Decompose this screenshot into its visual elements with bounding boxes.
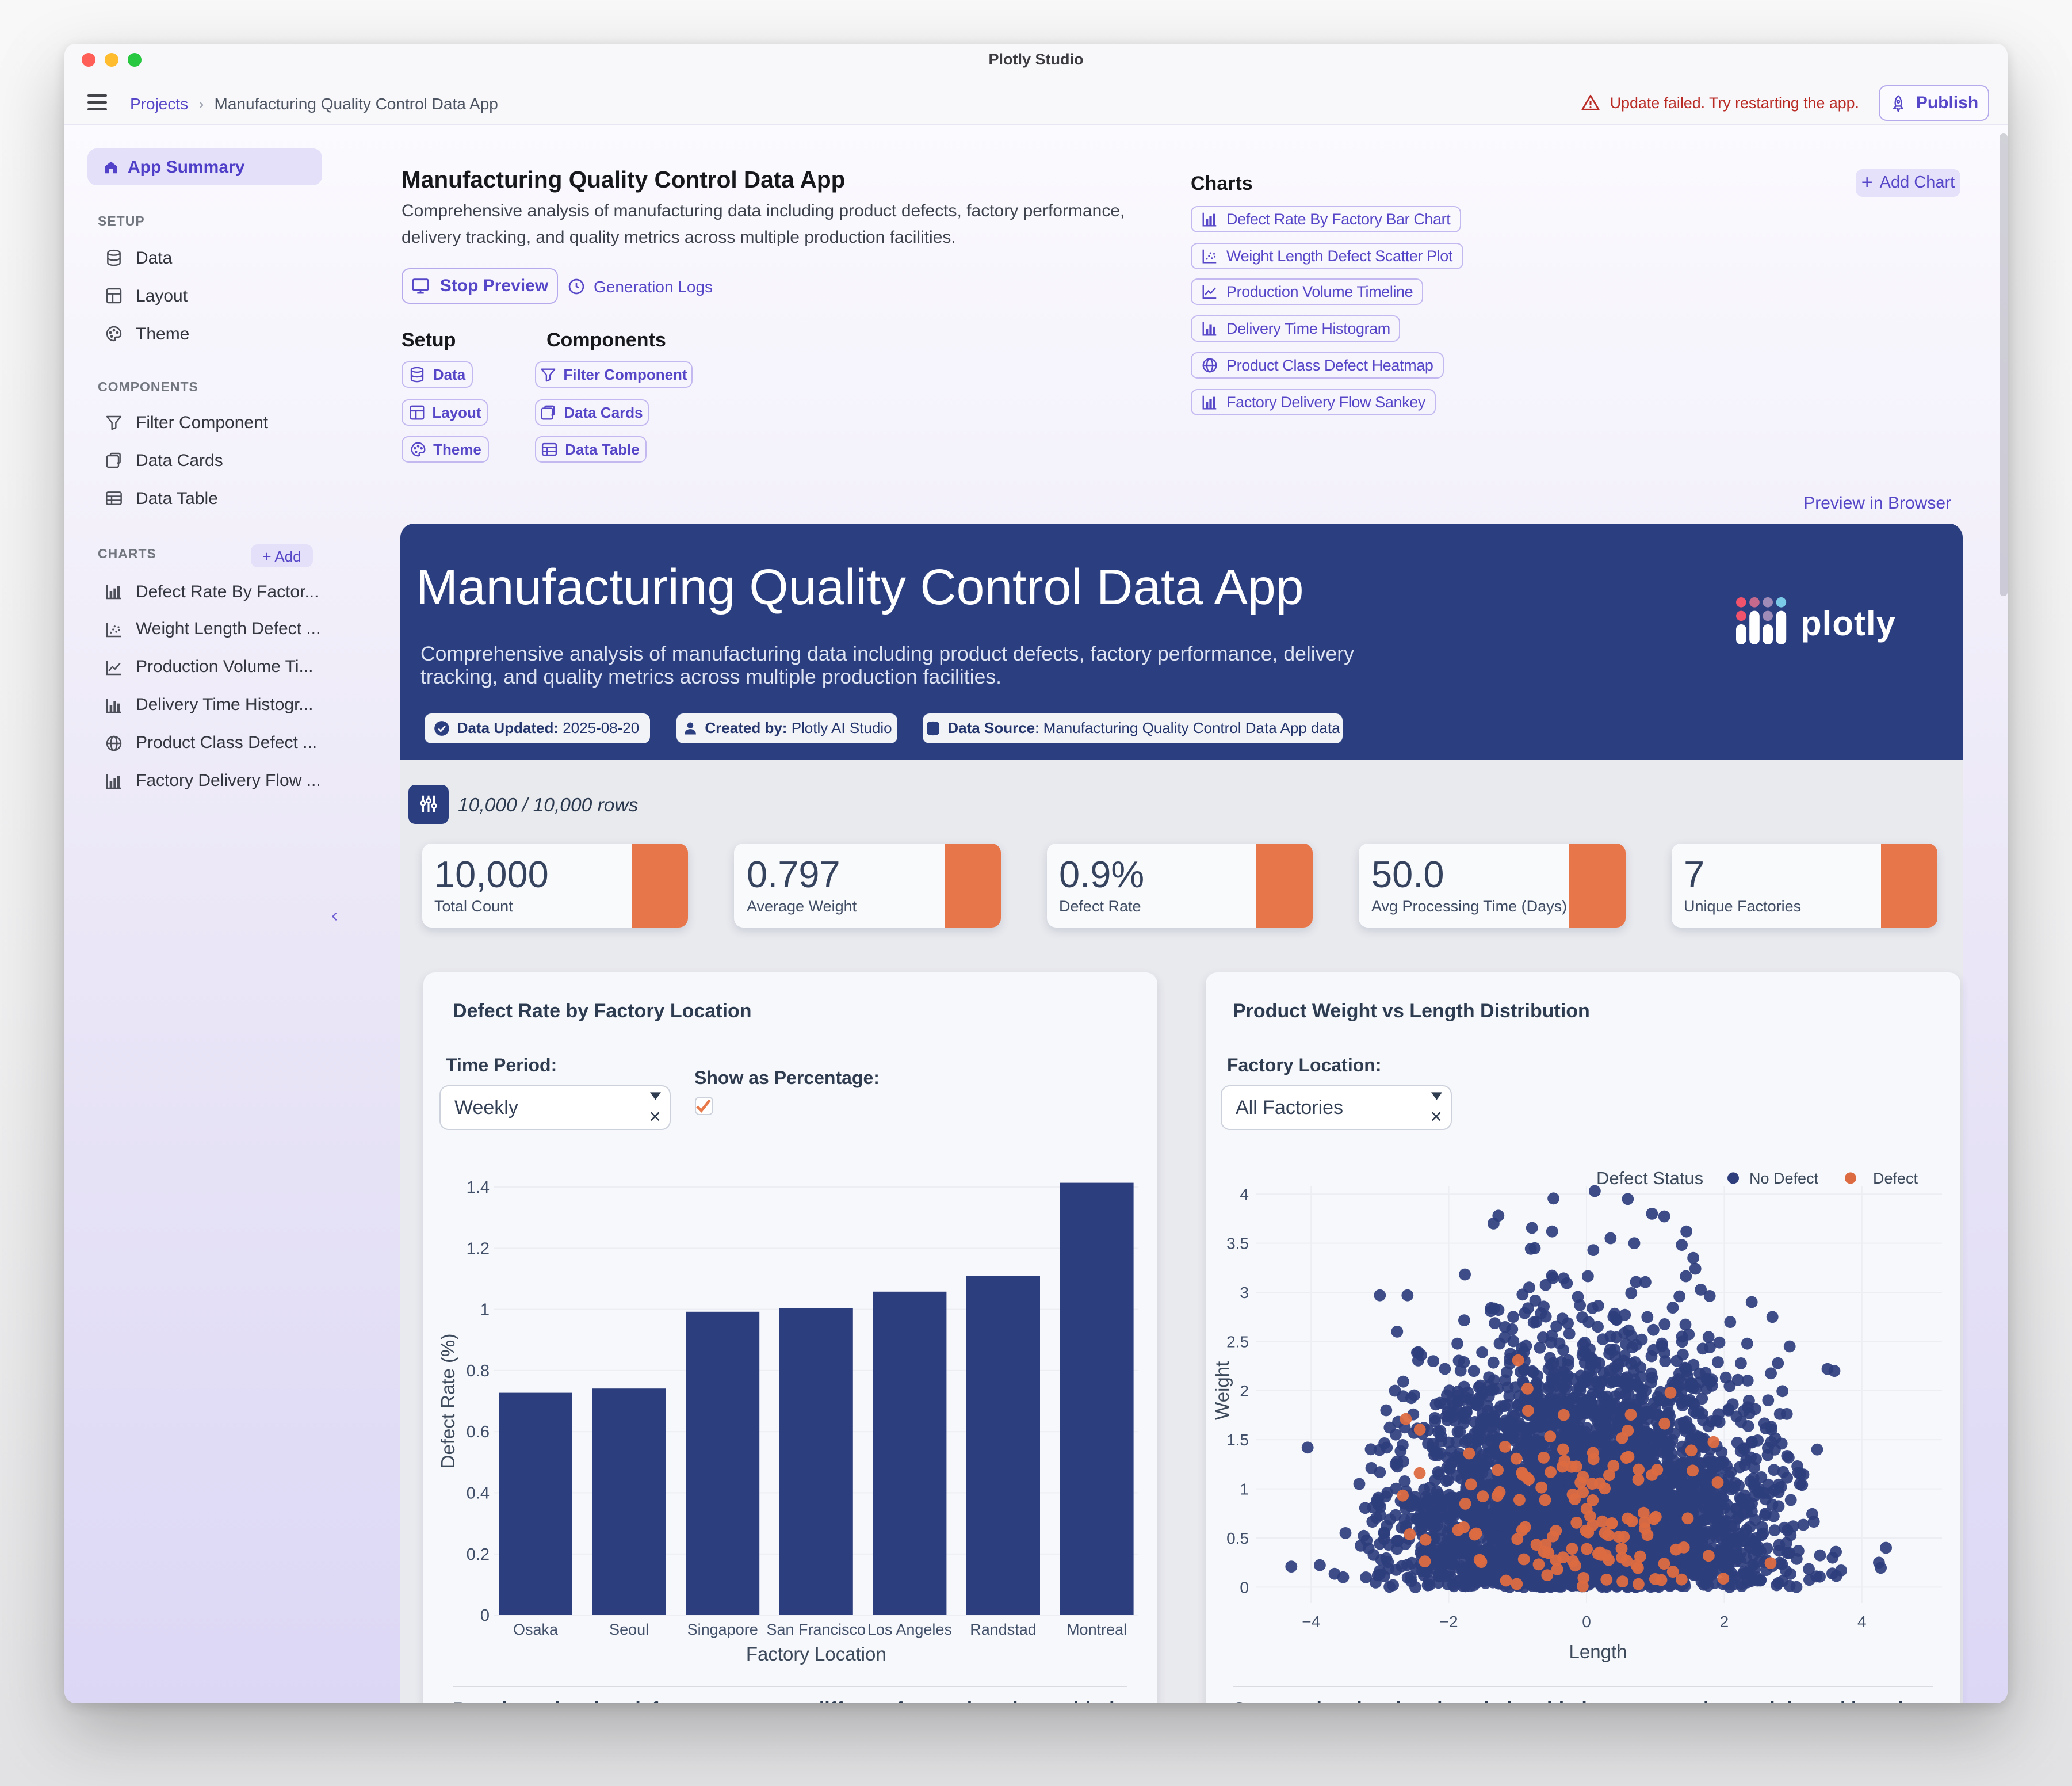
- svg-text:Factory Location: Factory Location: [746, 1643, 886, 1665]
- svg-text:1.4: 1.4: [466, 1178, 489, 1197]
- svg-text:0.6: 0.6: [466, 1423, 489, 1441]
- svg-text:Montreal: Montreal: [1066, 1621, 1126, 1638]
- svg-text:1: 1: [480, 1301, 489, 1319]
- svg-text:Length: Length: [1569, 1641, 1627, 1662]
- svg-text:Osaka: Osaka: [513, 1621, 558, 1638]
- svg-text:0.4: 0.4: [466, 1484, 489, 1502]
- svg-text:0: 0: [1581, 1613, 1591, 1631]
- svg-text:Randstad: Randstad: [969, 1621, 1036, 1638]
- svg-text:2: 2: [1239, 1382, 1248, 1400]
- svg-text:0.2: 0.2: [466, 1545, 489, 1564]
- svg-text:Defect Rate (%): Defect Rate (%): [437, 1334, 458, 1469]
- svg-text:4: 4: [1239, 1185, 1248, 1203]
- svg-text:plotly: plotly: [1800, 604, 1895, 643]
- svg-text:Weight: Weight: [1211, 1361, 1232, 1420]
- svg-text:0.5: 0.5: [1226, 1529, 1248, 1547]
- svg-text:Defect: Defect: [1872, 1170, 1918, 1187]
- svg-text:0: 0: [480, 1606, 489, 1625]
- svg-text:−2: −2: [1439, 1613, 1458, 1631]
- svg-text:1: 1: [1239, 1480, 1248, 1498]
- svg-text:2.5: 2.5: [1226, 1333, 1248, 1350]
- svg-text:Singapore: Singapore: [687, 1621, 758, 1638]
- svg-text:San Francisco: San Francisco: [766, 1621, 866, 1638]
- svg-text:2: 2: [1719, 1613, 1729, 1631]
- svg-text:−4: −4: [1301, 1613, 1320, 1631]
- svg-text:1.2: 1.2: [466, 1239, 489, 1258]
- svg-text:Defect Status: Defect Status: [1596, 1168, 1703, 1188]
- svg-text:Seoul: Seoul: [609, 1621, 648, 1638]
- svg-text:3.5: 3.5: [1226, 1235, 1248, 1253]
- svg-text:4: 4: [1857, 1613, 1866, 1631]
- svg-text:3: 3: [1239, 1284, 1248, 1302]
- svg-text:Los Angeles: Los Angeles: [867, 1621, 951, 1638]
- svg-text:0: 0: [1239, 1578, 1248, 1596]
- svg-text:1.5: 1.5: [1226, 1431, 1248, 1449]
- svg-text:0.8: 0.8: [466, 1362, 489, 1380]
- svg-text:No Defect: No Defect: [1749, 1170, 1818, 1187]
